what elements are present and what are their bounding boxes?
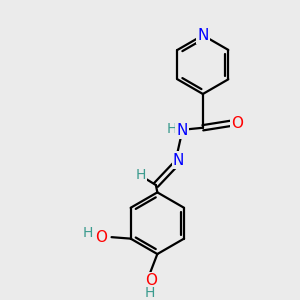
Text: N: N — [177, 123, 188, 138]
Text: O: O — [146, 273, 158, 288]
Text: H: H — [135, 168, 146, 182]
Text: H: H — [167, 122, 177, 136]
Text: N: N — [173, 153, 184, 168]
Text: H: H — [145, 286, 155, 300]
Text: H: H — [83, 226, 93, 240]
Text: O: O — [231, 116, 243, 131]
Text: N: N — [197, 28, 208, 43]
Text: O: O — [95, 230, 107, 245]
